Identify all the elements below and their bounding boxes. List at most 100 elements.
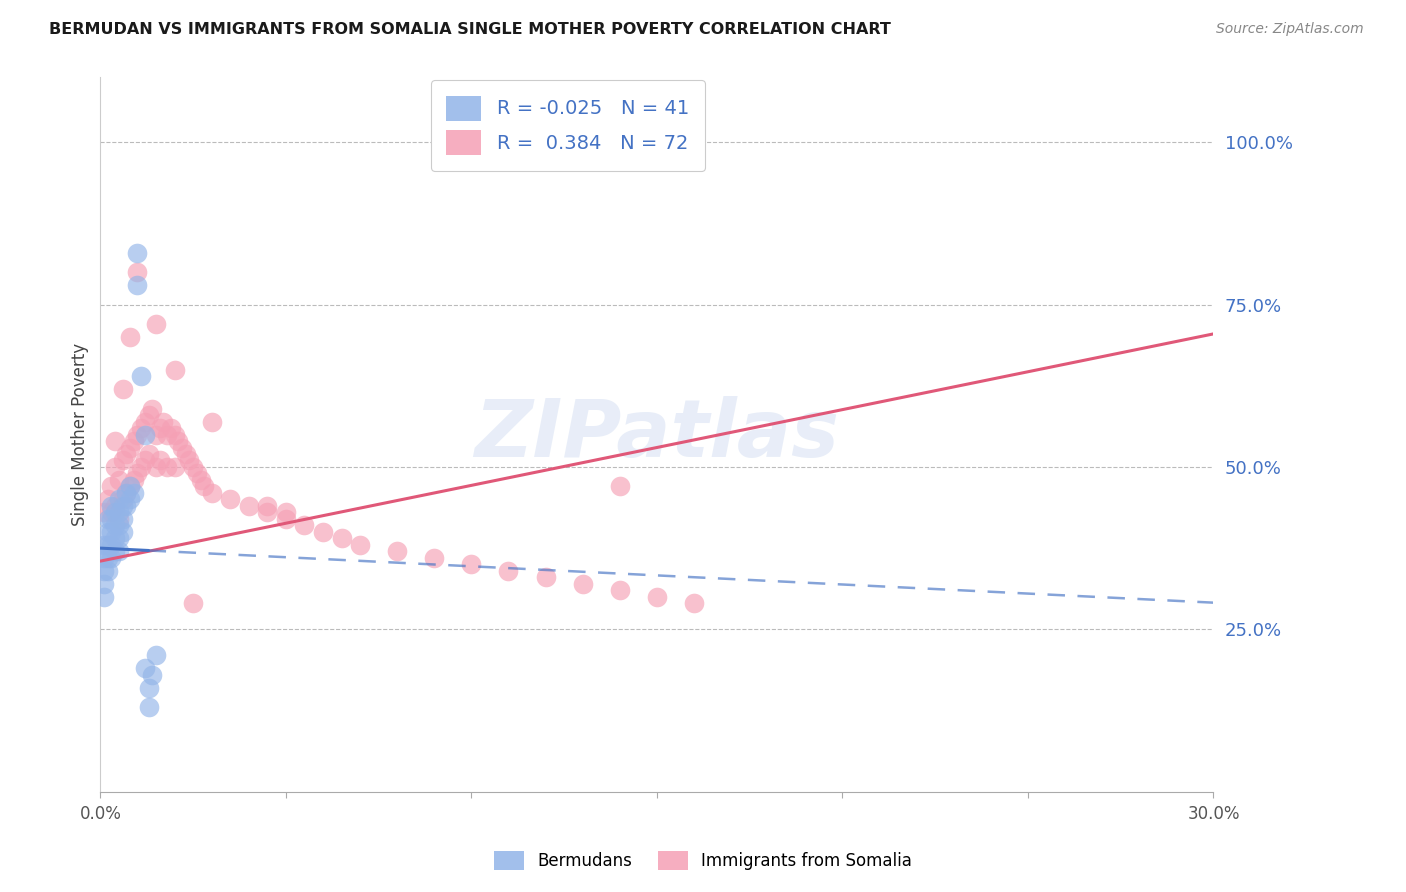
Point (149, 453, 172, 467)
Point (129, 369, 152, 384)
Point (118, 441, 141, 455)
Point (127, 427, 149, 442)
Point (93, 590, 115, 604)
Point (118, 479, 141, 493)
Point (201, 486, 224, 500)
Point (111, 512, 134, 526)
Point (141, 401, 163, 416)
Point (97, 564, 120, 578)
Point (100, 499, 122, 513)
Point (145, 648, 167, 663)
Point (238, 499, 260, 513)
Point (100, 479, 122, 493)
Point (274, 512, 297, 526)
Point (193, 479, 215, 493)
Point (118, 479, 141, 493)
Point (104, 532, 127, 546)
Point (111, 453, 134, 467)
Point (134, 453, 156, 467)
Point (129, 421, 152, 435)
Point (100, 538, 122, 552)
Point (163, 362, 186, 376)
Legend: Bermudans, Immigrants from Somalia: Bermudans, Immigrants from Somalia (488, 844, 918, 877)
Point (108, 544, 131, 558)
Point (274, 505, 297, 519)
Point (122, 486, 145, 500)
Point (122, 473, 145, 487)
Point (138, 700, 160, 714)
Point (93, 564, 115, 578)
Point (156, 427, 179, 442)
Point (186, 467, 208, 481)
Point (256, 505, 278, 519)
Point (104, 544, 127, 558)
Point (93, 577, 115, 591)
Point (152, 415, 174, 429)
Point (609, 583, 631, 598)
Point (141, 667, 163, 681)
Point (93, 550, 115, 565)
Point (330, 532, 353, 546)
Point (115, 486, 138, 500)
Point (111, 524, 134, 539)
Point (108, 512, 131, 526)
Point (93, 538, 115, 552)
Point (97, 492, 120, 507)
Text: ZIPatlas: ZIPatlas (474, 395, 839, 474)
Point (111, 499, 134, 513)
Point (460, 558, 482, 572)
Point (423, 550, 446, 565)
Point (122, 434, 145, 448)
Text: BERMUDAN VS IMMIGRANTS FROM SOMALIA SINGLE MOTHER POVERTY CORRELATION CHART: BERMUDAN VS IMMIGRANTS FROM SOMALIA SING… (49, 22, 891, 37)
Point (129, 460, 152, 475)
Point (127, 467, 149, 481)
Point (100, 512, 122, 526)
Point (118, 330, 141, 344)
Point (181, 460, 204, 475)
Point (104, 505, 127, 519)
Point (97, 538, 120, 552)
Point (609, 479, 631, 493)
Point (571, 577, 593, 591)
Point (111, 492, 134, 507)
Point (100, 550, 122, 565)
Point (190, 473, 212, 487)
Point (219, 492, 242, 507)
Point (97, 524, 120, 539)
Point (683, 596, 706, 610)
Point (645, 590, 668, 604)
Point (145, 317, 167, 331)
Point (100, 505, 122, 519)
Point (115, 499, 138, 513)
Point (115, 486, 138, 500)
Point (138, 681, 160, 695)
Point (134, 415, 156, 429)
Point (149, 421, 172, 435)
Point (163, 460, 186, 475)
Point (138, 408, 160, 422)
Point (134, 427, 156, 442)
Point (145, 427, 167, 442)
Point (108, 492, 131, 507)
Point (104, 460, 127, 475)
Point (201, 415, 224, 429)
Point (498, 564, 520, 578)
Point (156, 460, 179, 475)
Point (108, 505, 131, 519)
Point (108, 532, 131, 546)
Point (349, 538, 371, 552)
Point (134, 661, 156, 675)
Point (312, 524, 335, 539)
Point (534, 570, 557, 584)
Point (181, 596, 204, 610)
Point (104, 518, 127, 533)
Point (174, 447, 197, 461)
Point (127, 278, 149, 293)
Point (127, 245, 149, 260)
Point (170, 441, 193, 455)
Point (97, 550, 120, 565)
Point (93, 505, 115, 519)
Point (97, 512, 120, 526)
Text: Source: ZipAtlas.com: Source: ZipAtlas.com (1216, 22, 1364, 37)
Point (138, 447, 160, 461)
